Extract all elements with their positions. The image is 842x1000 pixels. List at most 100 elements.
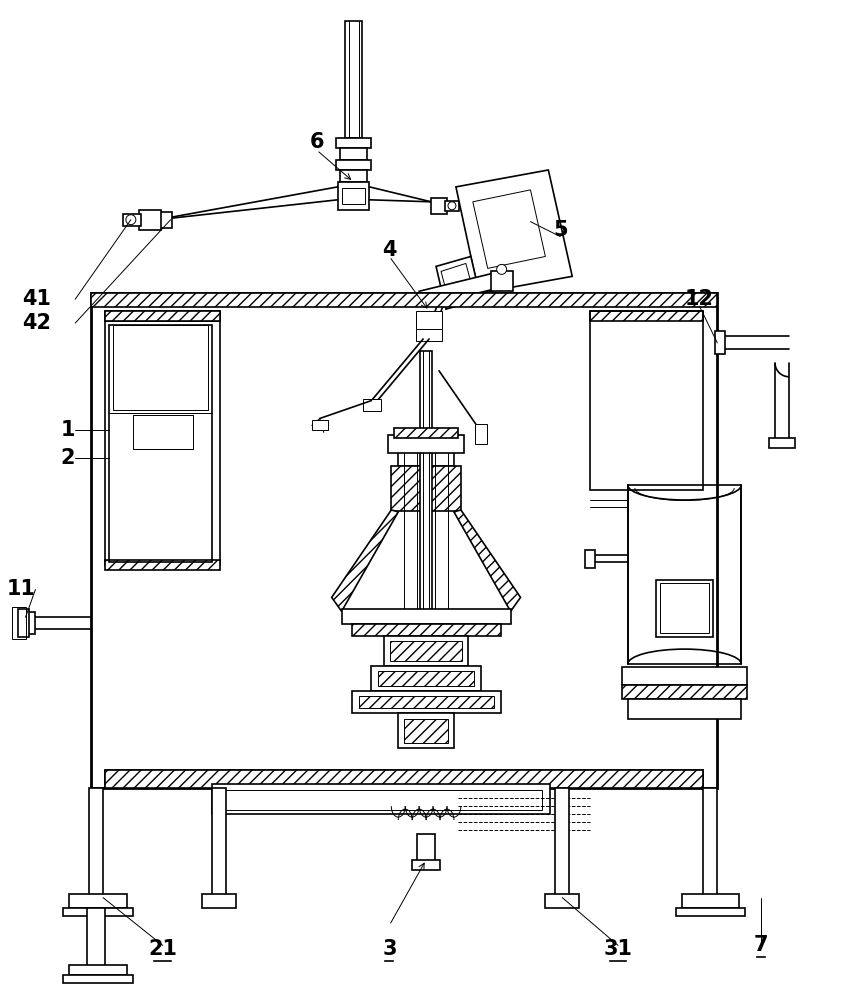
Polygon shape	[436, 256, 481, 309]
Bar	[590, 311, 703, 490]
Text: 41: 41	[23, 289, 51, 309]
Bar	[123, 214, 141, 226]
Bar	[133, 415, 193, 449]
Bar	[404, 448, 448, 615]
Text: 7: 7	[754, 935, 769, 955]
Bar	[339, 170, 367, 182]
Bar	[105, 311, 221, 565]
Bar	[12, 607, 25, 639]
Bar	[417, 834, 435, 862]
Bar	[89, 788, 103, 898]
Bar	[25, 612, 35, 634]
Bar	[105, 770, 703, 788]
Bar	[212, 784, 551, 814]
Bar	[546, 894, 579, 908]
Bar	[394, 428, 458, 438]
Circle shape	[460, 278, 470, 288]
Text: 6: 6	[310, 132, 324, 152]
Text: 3: 3	[382, 939, 397, 959]
Bar	[202, 894, 237, 908]
Bar	[388, 435, 464, 453]
Bar	[336, 138, 371, 148]
Bar	[336, 160, 371, 170]
Bar	[420, 351, 432, 739]
Bar	[109, 325, 212, 562]
Bar	[312, 420, 328, 430]
Bar	[628, 699, 741, 719]
Bar	[585, 550, 595, 568]
Bar	[491, 271, 513, 291]
Bar	[157, 212, 172, 228]
Text: 11: 11	[7, 579, 35, 599]
Bar	[105, 311, 221, 321]
Bar	[91, 293, 717, 788]
Bar	[69, 894, 127, 908]
Text: 2: 2	[61, 448, 75, 468]
Bar	[413, 860, 440, 870]
Bar	[716, 331, 725, 354]
Text: 12: 12	[685, 289, 714, 309]
Bar	[769, 438, 795, 448]
Bar	[105, 311, 221, 321]
Bar	[681, 894, 739, 908]
Text: 42: 42	[23, 313, 51, 333]
Bar	[63, 975, 133, 983]
Bar	[416, 329, 442, 341]
Bar	[556, 788, 569, 898]
Bar	[339, 148, 367, 160]
Bar	[622, 685, 747, 699]
Bar	[221, 790, 542, 810]
Bar	[352, 624, 501, 636]
Text: 4: 4	[382, 240, 397, 260]
Text: 1: 1	[61, 420, 75, 440]
Bar	[391, 641, 462, 661]
Text: 5: 5	[553, 220, 568, 240]
Bar	[398, 713, 454, 748]
Bar	[371, 666, 481, 691]
Bar	[364, 399, 381, 411]
Bar	[656, 580, 713, 637]
Bar	[404, 719, 448, 743]
Bar	[417, 448, 435, 615]
Bar	[384, 636, 468, 666]
Bar	[105, 770, 703, 788]
Bar	[69, 965, 127, 975]
Bar	[378, 671, 474, 686]
Bar	[398, 448, 454, 466]
Bar	[105, 560, 221, 570]
Bar	[18, 609, 29, 637]
Bar	[628, 485, 741, 664]
Circle shape	[448, 202, 456, 210]
Text: 21: 21	[148, 939, 177, 959]
Bar	[675, 908, 745, 916]
Bar	[342, 609, 510, 624]
Bar	[392, 466, 461, 511]
Bar	[475, 424, 487, 444]
Text: 31: 31	[604, 939, 632, 959]
Circle shape	[497, 264, 507, 274]
Bar	[113, 325, 209, 410]
Circle shape	[126, 215, 136, 225]
Bar	[139, 210, 161, 230]
Polygon shape	[419, 271, 506, 306]
Bar	[63, 908, 133, 916]
Bar	[338, 182, 370, 210]
Bar	[590, 311, 703, 321]
Bar	[416, 311, 442, 329]
Bar	[212, 788, 226, 898]
Bar	[431, 198, 447, 214]
Polygon shape	[332, 510, 398, 611]
Bar	[344, 21, 363, 138]
Bar	[352, 691, 501, 713]
Bar	[622, 667, 747, 685]
Bar	[87, 908, 105, 967]
Bar	[404, 440, 448, 450]
Bar	[359, 696, 493, 708]
Bar	[91, 293, 717, 307]
Polygon shape	[454, 510, 520, 611]
Bar	[445, 201, 459, 211]
Bar	[342, 188, 365, 204]
Polygon shape	[456, 170, 573, 293]
Bar	[703, 788, 717, 898]
Bar	[659, 583, 710, 633]
